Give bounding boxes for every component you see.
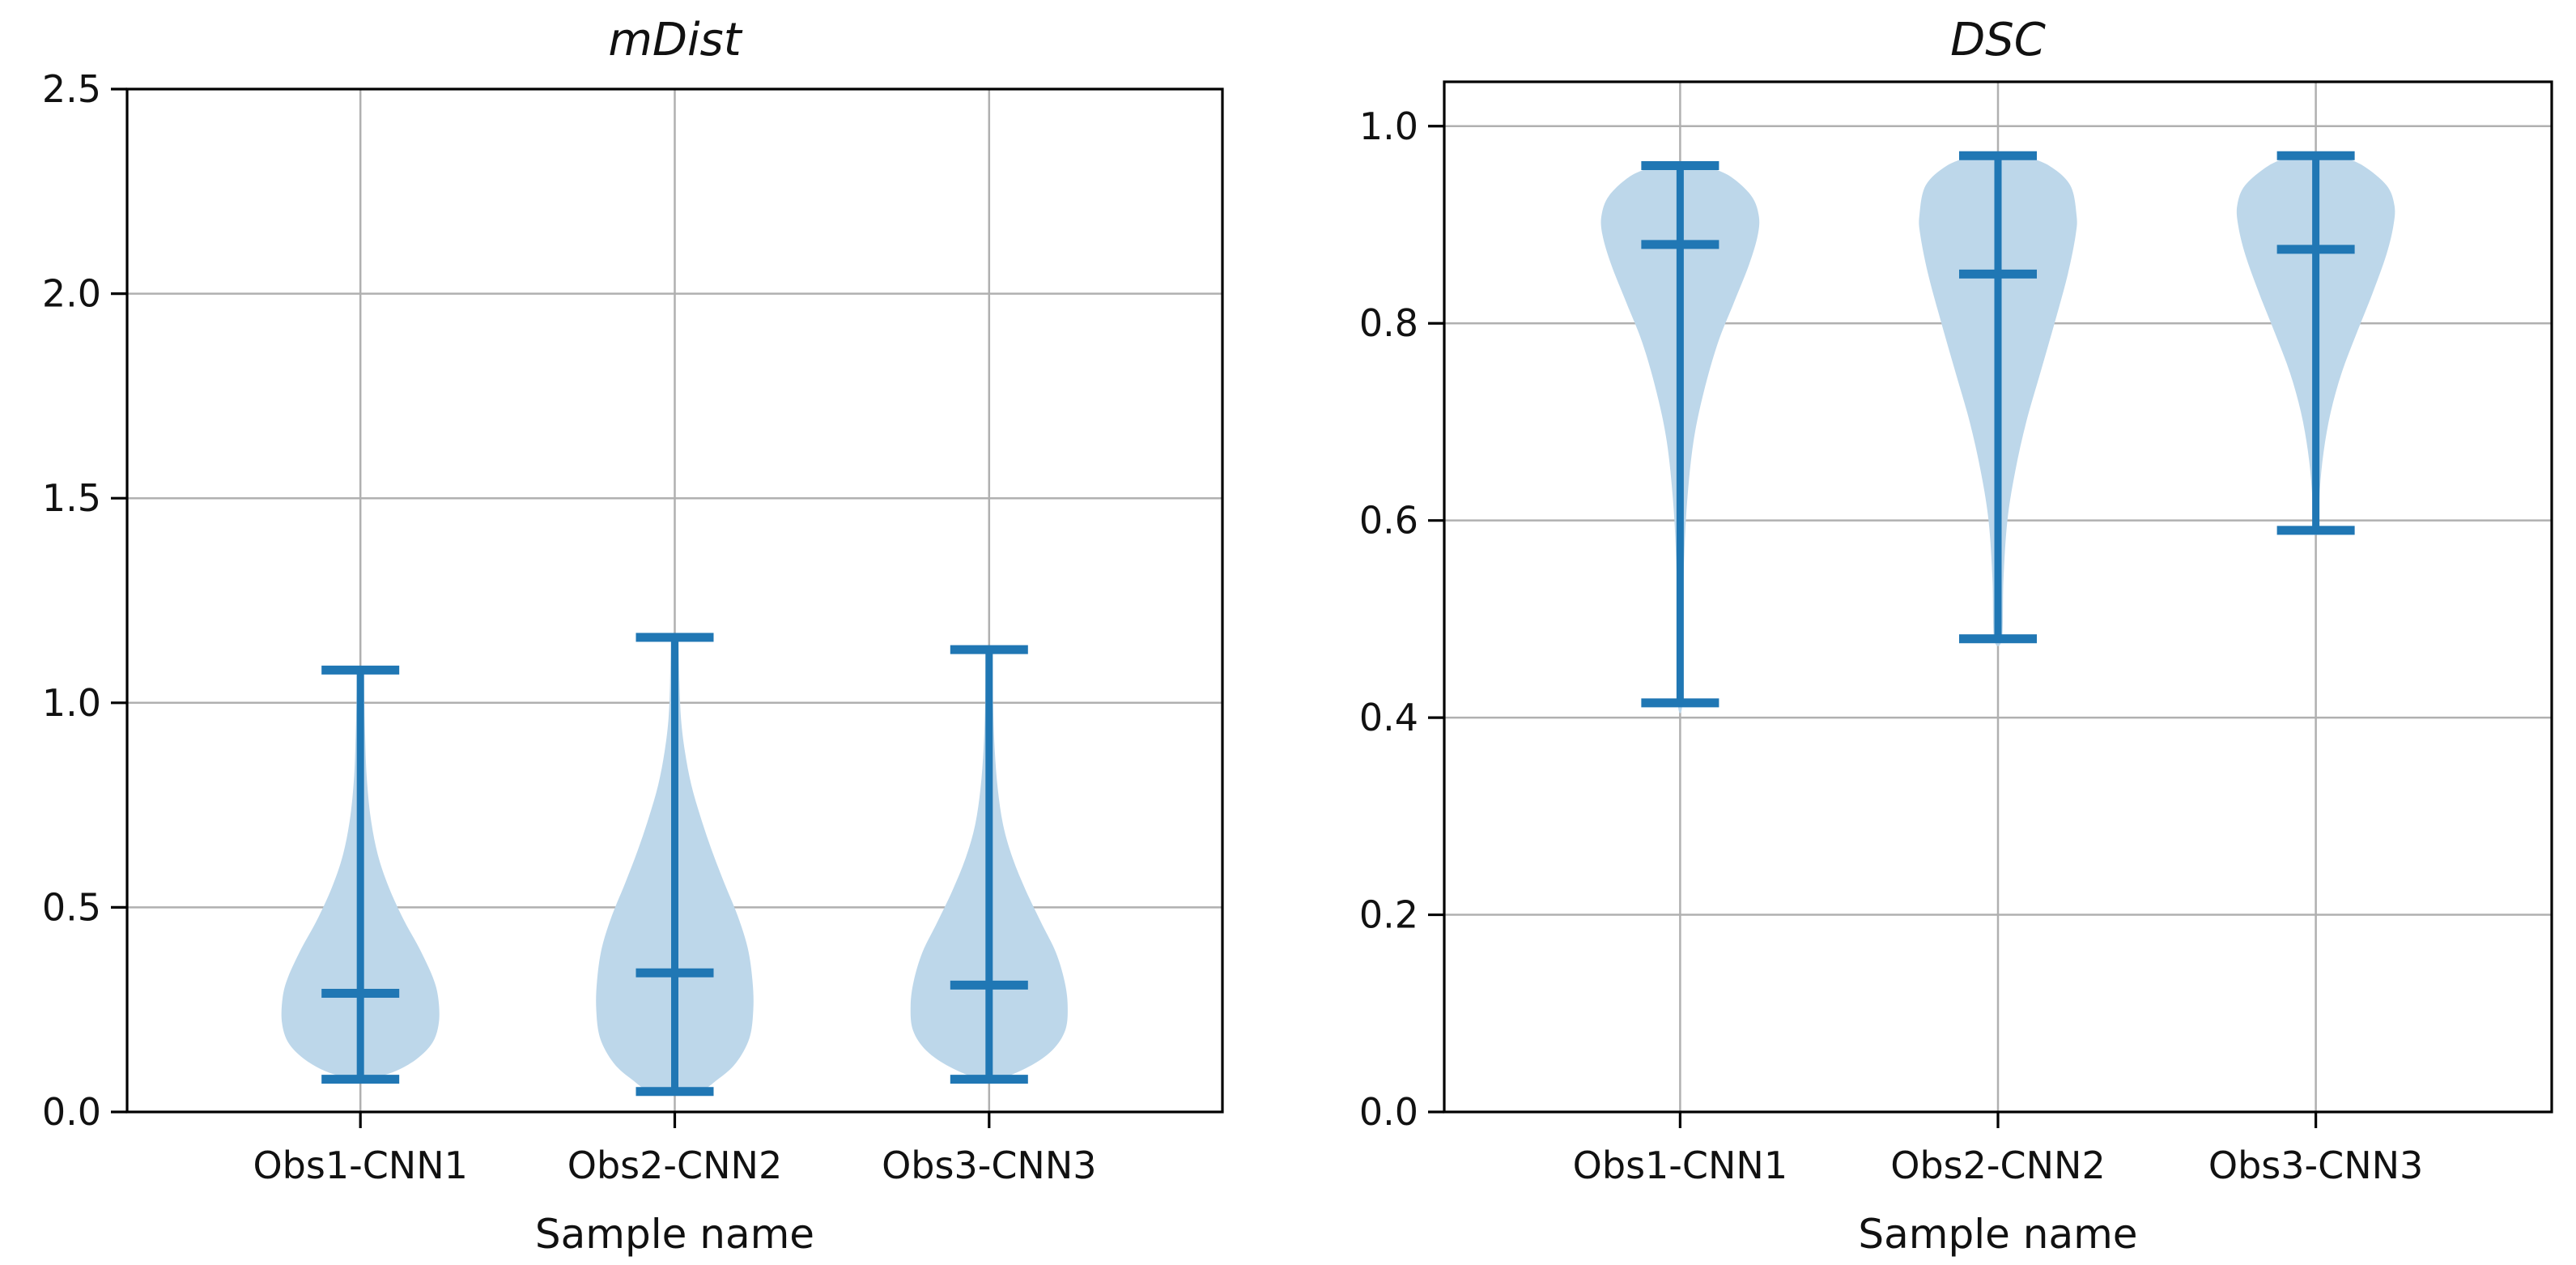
x-tick-label: Obs1-CNN1 xyxy=(1573,1144,1787,1187)
axis-xlabel: Sample name xyxy=(1858,1211,2137,1258)
y-tick-label: 2.0 xyxy=(42,272,101,316)
y-tick-label: 2.5 xyxy=(42,67,101,111)
y-tick-label: 0.8 xyxy=(1359,301,1418,345)
subplot-mDist: 0.0 0.5 1.0 1.5 2.0 2.5 Obs1-CNN1 Obs2-CNN2 Obs3… xyxy=(42,14,1224,1258)
axis-title: DSC xyxy=(1950,14,2046,66)
axis-title: mDist xyxy=(608,14,742,66)
x-tick-label: Obs3-CNN3 xyxy=(2208,1144,2423,1187)
subplot-DSC: 0.0 0.2 0.4 0.6 0.8 1.0 Obs1-CNN1 Obs2-CNN2 Obs3… xyxy=(1359,14,2553,1258)
x-tick-label: Obs2-CNN2 xyxy=(567,1144,782,1187)
x-tick-label: Obs2-CNN2 xyxy=(1890,1144,2105,1187)
x-tick-label: Obs1-CNN1 xyxy=(253,1144,467,1187)
y-tick-label: 1.0 xyxy=(42,681,101,725)
y-tick-label: 1.0 xyxy=(1359,104,1418,148)
y-tick-label: 0.4 xyxy=(1359,696,1418,739)
x-tick-label: Obs3-CNN3 xyxy=(882,1144,1096,1187)
y-tick-label: 0.0 xyxy=(42,1090,101,1134)
y-tick-label: 0.0 xyxy=(1359,1090,1418,1134)
y-tick-label: 0.2 xyxy=(1359,893,1418,937)
y-tick-label: 0.6 xyxy=(1359,499,1418,543)
y-tick-label: 1.5 xyxy=(42,476,101,520)
y-tick-label: 0.5 xyxy=(42,885,101,929)
axis-xlabel: Sample name xyxy=(535,1211,814,1258)
